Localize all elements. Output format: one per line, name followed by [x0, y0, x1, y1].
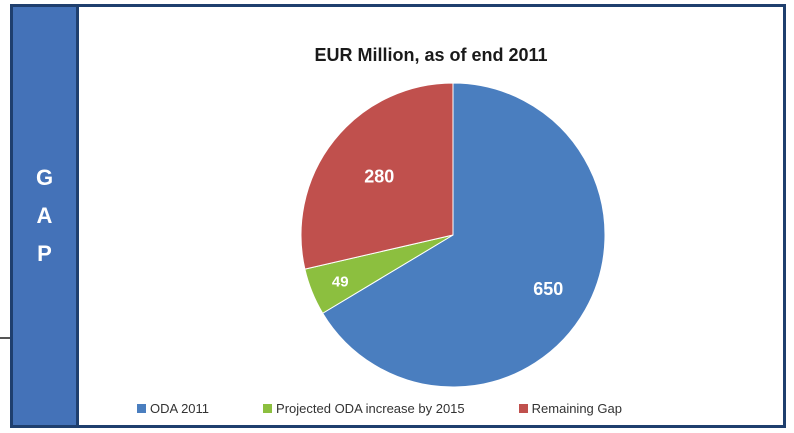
- gap-letter-p: P: [37, 241, 52, 266]
- gap-side-panel: G A P: [13, 7, 79, 425]
- legend-label-projected-increase: Projected ODA increase by 2015: [276, 401, 465, 416]
- chart-area: EUR Million, as of end 2011 650 49 280 ODA…: [79, 7, 783, 425]
- legend-label-oda-2011: ODA 2011: [150, 401, 210, 416]
- legend-swatch-projected-increase: [263, 404, 273, 413]
- legend-item-oda-2011: ODA 2011: [137, 401, 209, 416]
- legend-item-remaining-gap: Remaining Gap: [518, 401, 622, 416]
- pie-label-oda-2011: 650: [533, 279, 563, 299]
- pie-chart: 650 49 280: [300, 82, 606, 388]
- gap-letter-a: A: [36, 203, 53, 228]
- chart-legend: ODA 2011 Projected ODA increase by 2015 …: [137, 401, 622, 416]
- gap-letter-g: G: [35, 165, 54, 190]
- legend-item-projected-increase: Projected ODA increase by 2015: [263, 401, 465, 416]
- legend-swatch-remaining-gap: [518, 404, 528, 413]
- pie-slice-remaining-gap: [300, 82, 454, 270]
- chart-frame: G A P EUR Million, as of end 2011 650 49 2…: [10, 4, 786, 428]
- legend-swatch-oda-2011: [137, 404, 146, 413]
- chart-title: EUR Million, as of end 2011: [314, 45, 548, 65]
- legend-label-remaining-gap: Remaining Gap: [531, 401, 622, 416]
- gap-letters: G A P: [13, 159, 76, 273]
- pie-label-projected-increase: 49: [332, 273, 349, 290]
- pie-slice-oda-2011: [321, 82, 606, 388]
- pie-label-remaining-gap: 280: [364, 166, 394, 186]
